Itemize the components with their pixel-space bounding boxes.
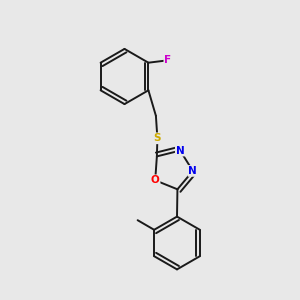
Text: F: F <box>164 55 172 65</box>
Text: N: N <box>188 166 197 176</box>
Text: O: O <box>151 175 160 185</box>
Text: S: S <box>154 133 161 143</box>
Text: N: N <box>176 146 184 156</box>
